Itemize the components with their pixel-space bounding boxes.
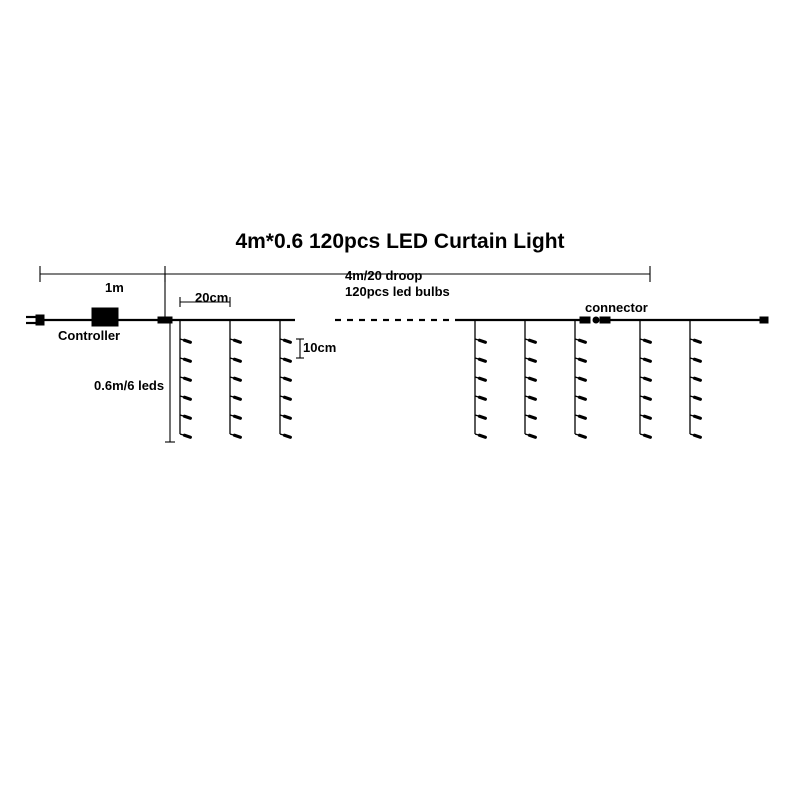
diagram-container: 4m*0.6 120pcs LED Curtain Light 1m 4m/20… [0,0,800,800]
wiring-diagram [0,0,800,800]
